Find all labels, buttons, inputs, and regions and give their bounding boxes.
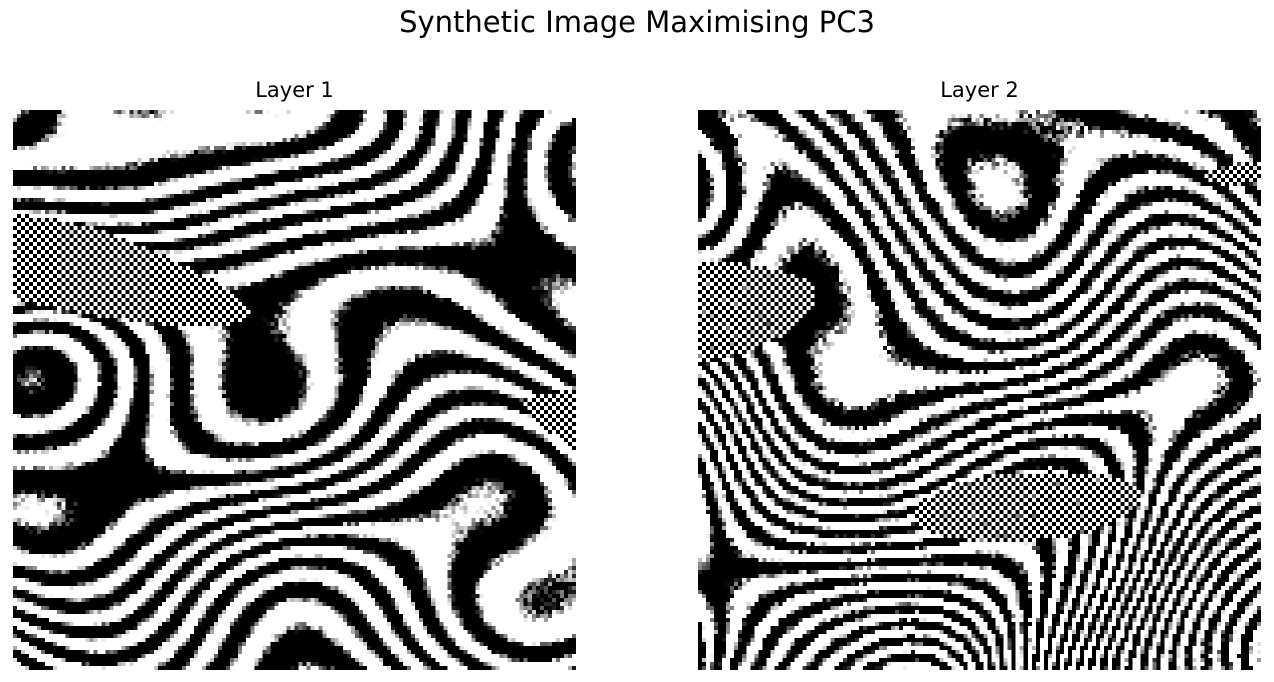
- layer-1-canvas: [13, 110, 576, 670]
- layer-2-image: [698, 110, 1261, 670]
- panel-title-layer-2: Layer 2: [940, 78, 1019, 102]
- layer-2-canvas: [698, 110, 1261, 670]
- panel-layer-2: Layer 2: [698, 76, 1261, 670]
- panel-title-layer-1: Layer 1: [255, 78, 334, 102]
- figure-title: Synthetic Image Maximising PC3: [399, 5, 875, 39]
- layer-1-image: [13, 110, 576, 670]
- panel-layer-1: Layer 1: [13, 76, 576, 670]
